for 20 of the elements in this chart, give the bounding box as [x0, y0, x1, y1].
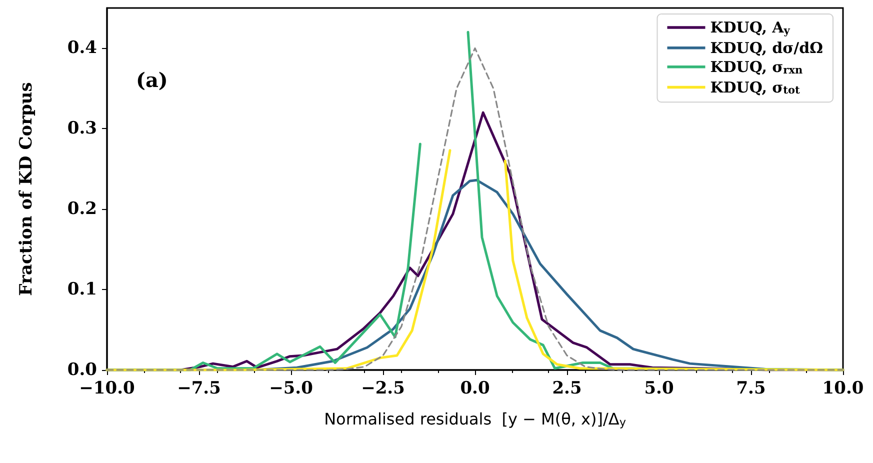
x-tick-label: 5.0	[644, 378, 674, 398]
x-tick-label: 2.5	[552, 378, 582, 398]
legend-label: KDUQ, Ay	[710, 18, 791, 37]
y-tick-label: 0.3	[67, 118, 97, 139]
legend-label: KDUQ, σrxn	[710, 58, 803, 76]
x-tick-label: −10.0	[79, 378, 135, 398]
annotation: (a)	[136, 68, 168, 92]
y-tick-label: 0.0	[67, 360, 98, 380]
x-tick-label: −5.0	[269, 378, 314, 398]
y-axis-title: Fraction of KD Corpus	[16, 82, 36, 296]
y-tick-label: 0.4	[67, 38, 98, 58]
x-tick-label: 7.5	[736, 378, 766, 398]
x-tick-label: −2.5	[361, 378, 405, 398]
x-tick-label: 10.0	[822, 378, 864, 398]
x-tick-label: 0.0	[460, 378, 490, 398]
legend-label: KDUQ, dσ/dΩ	[710, 38, 824, 57]
y-tick-label: 0.2	[67, 199, 97, 220]
y-tick-label: 0.1	[67, 280, 97, 300]
x-tick-label: −7.5	[177, 378, 221, 398]
legend-label: KDUQ, σtot	[710, 78, 800, 97]
